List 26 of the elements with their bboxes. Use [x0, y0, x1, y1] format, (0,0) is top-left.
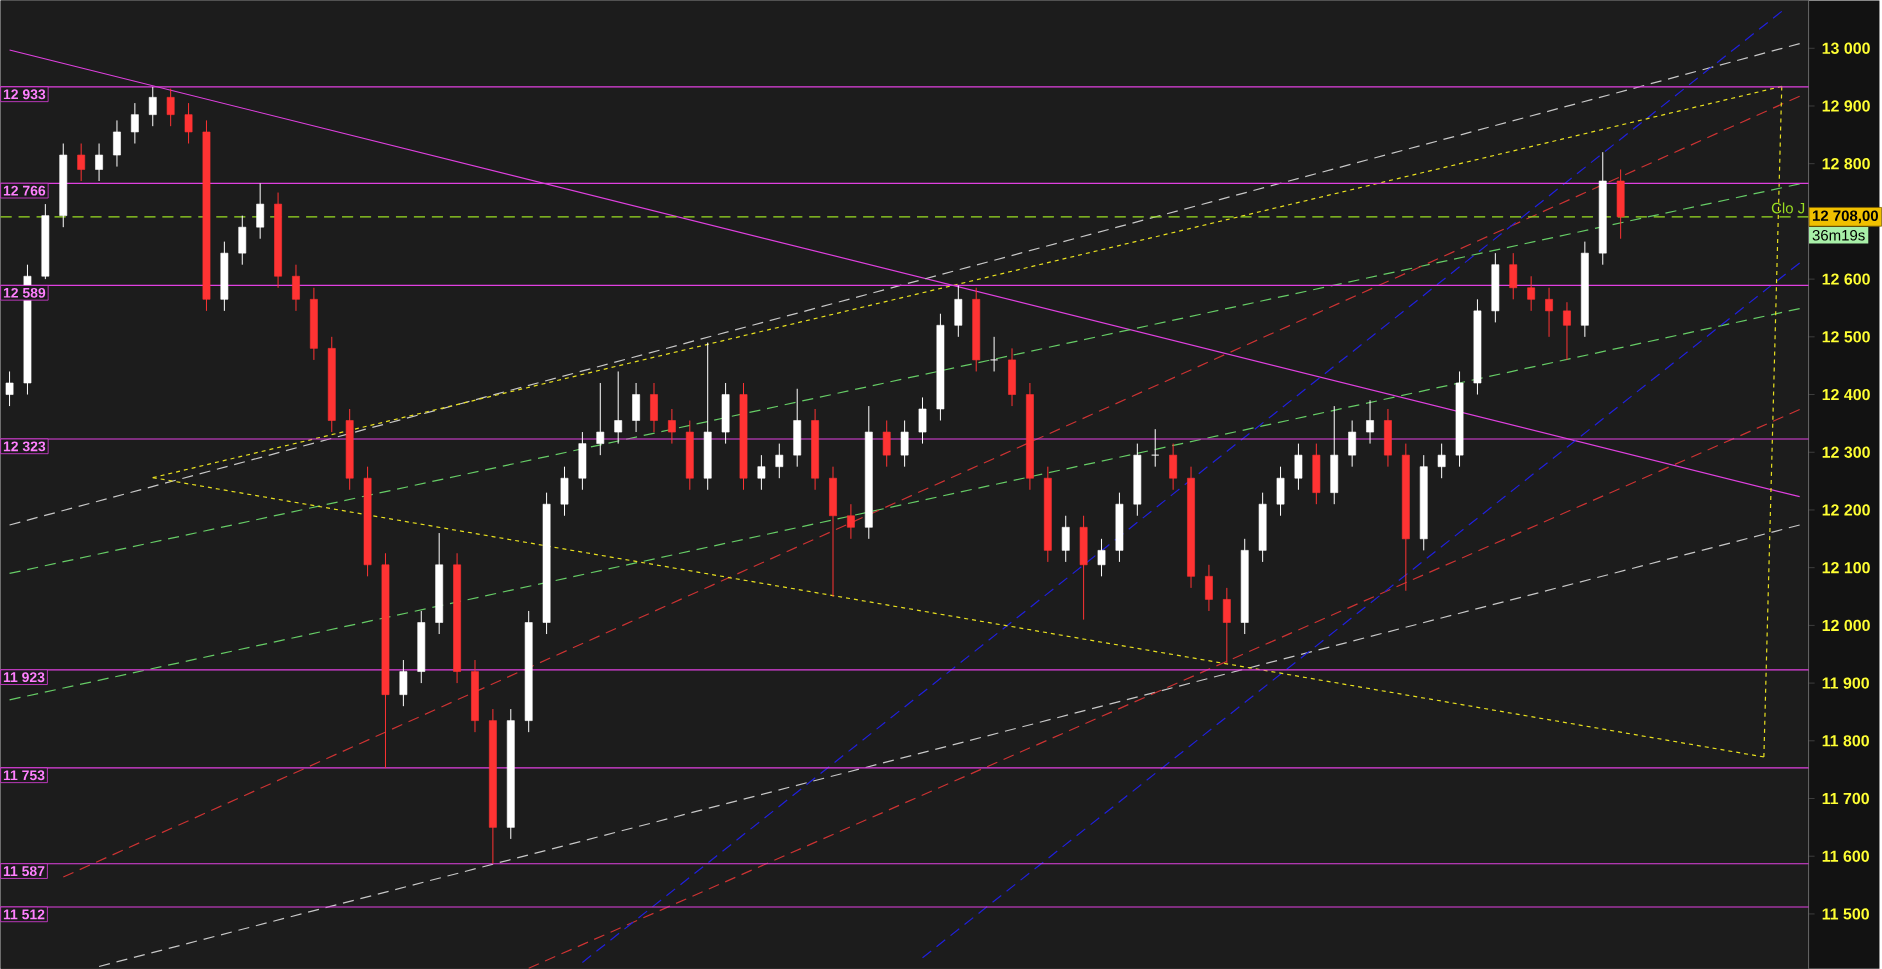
- ref-line-label: 12 589: [3, 287, 46, 298]
- y-tick-label: 12 000: [1822, 619, 1870, 631]
- y-tick-label: 11 600: [1822, 850, 1869, 862]
- ref-line-label: 11 923: [3, 672, 45, 683]
- text: 36m19s: [1812, 229, 1865, 241]
- y-tick-label: 12 800: [1822, 157, 1870, 170]
- y-tick-label: 12 100: [1822, 561, 1870, 574]
- y-tick-label: 11 500: [1822, 908, 1869, 920]
- y-tick-label: 12 200: [1822, 504, 1870, 516]
- y-tick-label: 12 600: [1822, 273, 1870, 285]
- y-tick-label: 12 900: [1822, 100, 1870, 112]
- y-tick-label: 12 500: [1822, 331, 1870, 343]
- y-tick-label: 11 900: [1822, 677, 1869, 689]
- ref-line-label: 11 587: [3, 866, 45, 876]
- ref-line-label: 12 933: [3, 89, 46, 100]
- text: 12 708,00: [1812, 210, 1878, 224]
- ref-line-label: 11 512: [3, 909, 45, 920]
- y-tick-label: 11 700: [1822, 792, 1869, 805]
- ref-line-label: 11 753: [3, 770, 45, 781]
- ref-line-label: Clo J: [1771, 202, 1805, 214]
- y-tick-label: 11 800: [1822, 735, 1869, 747]
- ref-line-label: 12 323: [3, 441, 46, 452]
- y-tick-label: 12 400: [1822, 388, 1870, 401]
- y-tick-label: 12 300: [1822, 446, 1870, 458]
- ref-line-label: 12 766: [3, 185, 46, 196]
- y-tick-label: 13 000: [1822, 42, 1870, 54]
